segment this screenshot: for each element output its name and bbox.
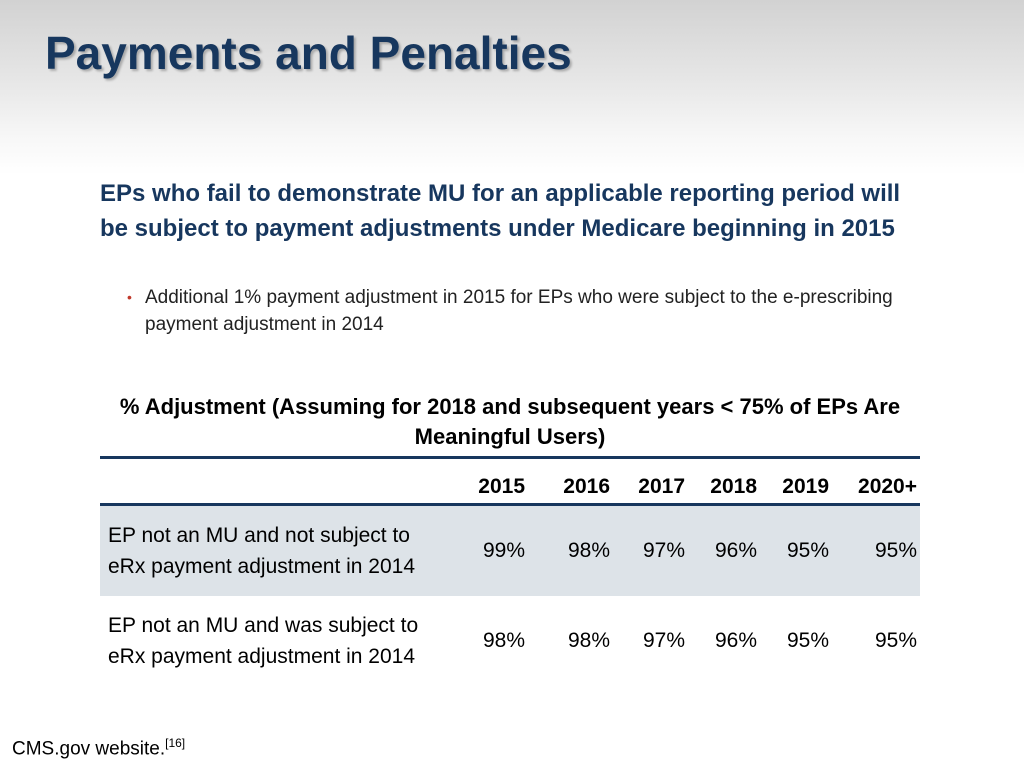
table-cell: 99% <box>482 539 525 562</box>
year-header: 2015 <box>478 475 525 498</box>
year-header: 2020+ <box>858 475 917 498</box>
adjustment-table: % Adjustment (Assuming for 2018 and subs… <box>100 392 920 686</box>
table-row: EP not an MU and not subject to eRx paym… <box>100 506 920 596</box>
table-title: % Adjustment (Assuming for 2018 and subs… <box>119 394 901 449</box>
table-cell: 96% <box>714 539 757 562</box>
table-cell: 98% <box>567 629 610 652</box>
table-cell: 97% <box>642 629 685 652</box>
table-cell: 98% <box>567 539 610 562</box>
table-cell: 98% <box>482 629 525 652</box>
table-top-rule <box>100 456 920 459</box>
reference-number[interactable]: [16] <box>165 736 186 750</box>
lead-text: EPs who fail to demonstrate MU for an ap… <box>100 180 901 242</box>
table-row: EP not an MU and was subject to eRx paym… <box>100 596 920 686</box>
table-cell: 97% <box>642 539 685 562</box>
slide-title: Payments and Penalties <box>45 27 572 79</box>
source-citation: CMS.gov website.[16] <box>12 736 185 760</box>
bullet-dot-icon: • <box>127 289 132 305</box>
table-cell: 96% <box>714 629 757 652</box>
row-label: EP not an MU and not subject to eRx paym… <box>108 524 416 578</box>
table-cell: 95% <box>786 539 829 562</box>
year-header: 2017 <box>638 475 685 498</box>
bullet-item: • Additional 1% payment adjustment in 20… <box>127 284 937 338</box>
header-blank-cell <box>100 502 450 503</box>
source-text: CMS.gov website. <box>12 738 166 760</box>
table-cell: 95% <box>874 539 917 562</box>
header-band <box>0 0 1024 175</box>
bullet-text: Additional 1% payment adjustment in 2015… <box>145 287 893 335</box>
year-header: 2018 <box>710 475 757 498</box>
year-header: 2019 <box>782 475 829 498</box>
table-cell: 95% <box>874 629 917 652</box>
table-cell: 95% <box>786 629 829 652</box>
year-header: 2016 <box>563 475 610 498</box>
table-header-row: 2015 2016 2017 2018 2019 2020+ <box>100 459 920 506</box>
row-label: EP not an MU and was subject to eRx paym… <box>108 614 419 668</box>
